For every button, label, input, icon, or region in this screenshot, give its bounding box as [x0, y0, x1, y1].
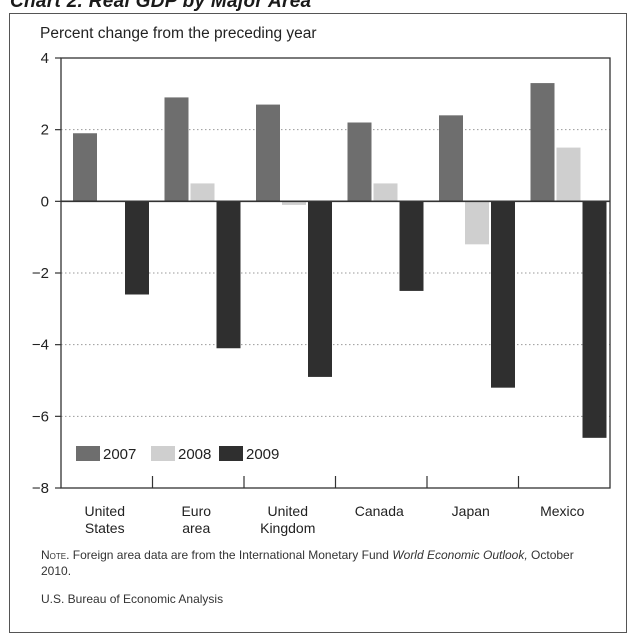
- legend-label-2007: 2007: [103, 446, 136, 463]
- y-tick-label: −4: [32, 337, 49, 354]
- bar-2009-1: [217, 201, 241, 348]
- x-tick-label: United: [268, 503, 308, 519]
- bar-2007-1: [165, 97, 189, 201]
- y-tick-label: −8: [32, 480, 49, 497]
- chart-subtitle: Percent change from the preceding year: [40, 25, 317, 42]
- y-tick-label: −2: [32, 265, 49, 282]
- x-tick-label: Canada: [355, 503, 404, 519]
- bar-2007-0: [73, 133, 97, 201]
- x-tick-label: United: [85, 503, 125, 519]
- x-tick-label: area: [182, 520, 210, 536]
- y-tick-label: 0: [41, 193, 49, 210]
- note-publication: World Economic Outlook,: [392, 548, 527, 562]
- bar-2007-2: [256, 105, 280, 202]
- source-credit: U.S. Bureau of Economic Analysis: [41, 592, 223, 606]
- legend-swatch-2008: [151, 446, 175, 461]
- y-tick-label: 4: [41, 50, 49, 67]
- bar-2009-4: [491, 201, 515, 387]
- x-tick-label: Mexico: [540, 503, 585, 519]
- x-tick-label: States: [85, 520, 125, 536]
- y-tick-label: 2: [41, 122, 49, 139]
- note-text-before: Foreign area data are from the Internati…: [69, 548, 392, 562]
- legend: 2007 2008 2009: [76, 446, 279, 463]
- bar-2008-4: [465, 201, 489, 244]
- bar-2009-3: [400, 201, 424, 291]
- bar-2009-0: [125, 201, 149, 294]
- y-tick-label: −6: [32, 408, 49, 425]
- legend-label-2008: 2008: [178, 446, 211, 463]
- x-tick-label: Euro: [181, 503, 211, 519]
- bar-2007-3: [348, 123, 372, 202]
- bar-2009-5: [583, 201, 607, 437]
- note-lead: Note.: [41, 548, 69, 562]
- bar-2008-3: [374, 183, 398, 201]
- legend-swatch-2009: [219, 446, 243, 461]
- legend-label-2009: 2009: [246, 446, 279, 463]
- bar-2007-4: [439, 115, 463, 201]
- bar-2009-2: [308, 201, 332, 377]
- bar-2007-5: [531, 83, 555, 201]
- legend-swatch-2007: [76, 446, 100, 461]
- bars: [73, 83, 607, 438]
- chart-note: Note. Foreign area data are from the Int…: [41, 547, 601, 579]
- x-tick-label: Japan: [452, 503, 490, 519]
- bar-chart: Percent change from the preceding year 4…: [0, 0, 637, 609]
- bar-2008-1: [191, 183, 215, 201]
- bar-2008-5: [557, 148, 581, 202]
- x-tick-label: Kingdom: [260, 520, 315, 536]
